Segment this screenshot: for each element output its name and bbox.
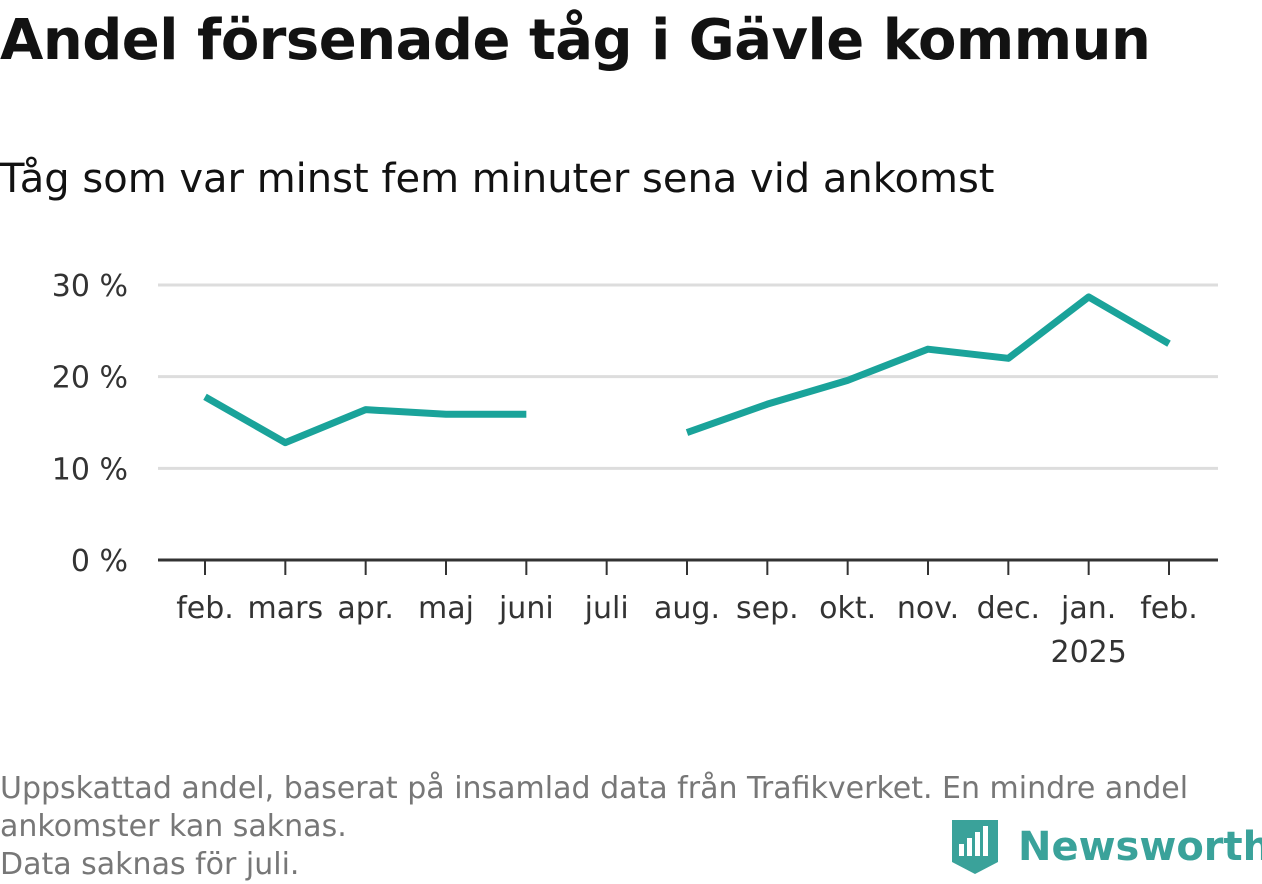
x-tick-label: aug.	[654, 591, 720, 626]
footnote-line-3: Data saknas för juli.	[0, 847, 300, 882]
newsworthy-logo: Newsworthy	[950, 818, 1262, 876]
x-tick-label: juli	[584, 591, 629, 626]
x-tick-label: sep.	[736, 591, 799, 626]
y-axis-ticks: 0 % 10 % 20 % 30 %	[52, 269, 128, 579]
footnote: Uppskattad andel, baserat på insamlad da…	[0, 770, 1250, 884]
x-year-label: 2025	[1050, 635, 1126, 670]
footnote-line-2: ankomster kan saknas.	[0, 809, 347, 844]
x-tick-label: dec.	[977, 591, 1041, 626]
footnote-line-1: Uppskattad andel, baserat på insamlad da…	[0, 771, 1189, 806]
y-tick-label: 0 %	[71, 544, 128, 579]
newsworthy-logo-icon	[952, 820, 998, 874]
series-line	[203, 393, 527, 447]
series-lines	[203, 293, 1171, 447]
x-tick-label: nov.	[897, 591, 959, 626]
x-tick-label: apr.	[337, 591, 394, 626]
chart-title: Andel försenade tåg i Gävle kommun	[0, 8, 1151, 73]
y-tick-label: 20 %	[52, 361, 128, 396]
x-tick-label: feb.	[1140, 591, 1198, 626]
brand-name: Newsworthy	[1018, 824, 1262, 870]
chart-subtitle: Tåg som var minst fem minuter sena vid a…	[0, 156, 995, 202]
x-tick-label: maj	[418, 591, 474, 626]
x-tick-label: feb.	[176, 591, 234, 626]
line-chart: 0 % 10 % 20 % 30 % feb. mars apr. maj juni juli a…	[52, 269, 1218, 670]
x-tick-label: juni	[498, 591, 554, 626]
x-tick-label: okt.	[819, 591, 876, 626]
y-tick-label: 10 %	[52, 452, 128, 487]
gridlines	[158, 283, 1218, 470]
series-line	[685, 293, 1171, 436]
x-tick-label: mars	[248, 591, 324, 626]
y-tick-label: 30 %	[52, 269, 128, 304]
x-axis-ticks: feb. mars apr. maj juni juli aug. sep. okt. nov. d…	[176, 560, 1198, 670]
x-tick-label: jan.	[1060, 591, 1116, 626]
